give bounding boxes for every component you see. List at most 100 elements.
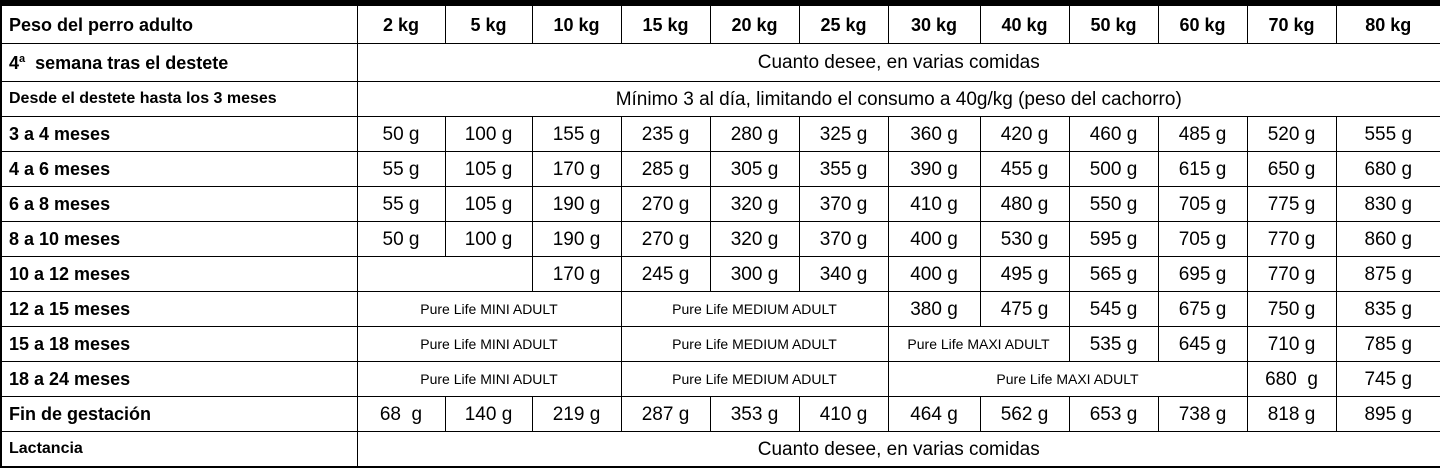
value-cell: 140 g	[444, 396, 533, 433]
product-cell: Pure Life MINI ADULT	[356, 326, 622, 363]
weight-header: 25 kg	[798, 4, 889, 45]
row-label: 4a semana tras el destete	[0, 43, 358, 83]
value-cell: 100 g	[444, 116, 533, 153]
table-row: 18 a 24 meses Pure Life MINI ADULT Pure …	[0, 361, 1440, 398]
value-cell: 285 g	[620, 151, 711, 188]
value-cell: 170 g	[531, 151, 622, 188]
row-label: 12 a 15 meses	[0, 291, 358, 328]
value-cell: 485 g	[1157, 116, 1248, 153]
value-cell: 480 g	[979, 186, 1070, 223]
row-label: Lactancia	[0, 431, 358, 468]
row-label: Desde el destete hasta los 3 meses	[0, 81, 358, 118]
value-cell: 565 g	[1068, 256, 1159, 293]
row-label: 8 a 10 meses	[0, 221, 358, 258]
value-cell: 595 g	[1068, 221, 1159, 258]
value-cell: 500 g	[1068, 151, 1159, 188]
value-cell: 550 g	[1068, 186, 1159, 223]
value-cell: 770 g	[1246, 256, 1337, 293]
table-row: 6 a 8 meses 55 g 105 g 190 g 270 g 320 g…	[0, 186, 1440, 223]
value-cell: 695 g	[1157, 256, 1248, 293]
value-cell: 555 g	[1335, 116, 1440, 153]
row-label: 10 a 12 meses	[0, 256, 358, 293]
value-cell: 675 g	[1157, 291, 1248, 328]
value-cell: 835 g	[1335, 291, 1440, 328]
value-cell: 705 g	[1157, 186, 1248, 223]
value-cell: 775 g	[1246, 186, 1337, 223]
spanning-text: Cuanto desee, en varias comidas	[356, 43, 1440, 83]
value-cell: 420 g	[979, 116, 1070, 153]
value-cell: 190 g	[531, 186, 622, 223]
value-cell: 710 g	[1246, 326, 1337, 363]
value-cell: 355 g	[798, 151, 889, 188]
week-label-text: semana tras el destete	[35, 52, 229, 73]
value-cell: 100 g	[444, 221, 533, 258]
value-cell: 300 g	[709, 256, 800, 293]
value-cell: 545 g	[1068, 291, 1159, 328]
value-cell: 460 g	[1068, 116, 1159, 153]
value-cell: 360 g	[887, 116, 981, 153]
row-label: 15 a 18 meses	[0, 326, 358, 363]
weight-header: 2 kg	[356, 4, 446, 45]
value-cell: 219 g	[531, 396, 622, 433]
value-cell: 520 g	[1246, 116, 1337, 153]
product-cell: Pure Life MEDIUM ADULT	[620, 361, 889, 398]
spanning-text: Mínimo 3 al día, limitando el consumo a …	[356, 81, 1440, 118]
value-cell: 530 g	[979, 221, 1070, 258]
value-cell: 55 g	[356, 186, 446, 223]
value-cell: 270 g	[620, 221, 711, 258]
row-label: 6 a 8 meses	[0, 186, 358, 223]
value-cell: 818 g	[1246, 396, 1337, 433]
table-row: Fin de gestación 68 g 140 g 219 g 287 g …	[0, 396, 1440, 433]
value-cell: 745 g	[1335, 361, 1440, 398]
row-label: 4 a 6 meses	[0, 151, 358, 188]
value-cell: 280 g	[709, 116, 800, 153]
weight-header: 10 kg	[531, 4, 622, 45]
ordinal-superscript: a	[19, 52, 26, 65]
value-cell: 680 g	[1335, 151, 1440, 188]
value-cell: 705 g	[1157, 221, 1248, 258]
table-row: 3 a 4 meses 50 g 100 g 155 g 235 g 280 g…	[0, 116, 1440, 153]
value-cell: 535 g	[1068, 326, 1159, 363]
value-cell: 455 g	[979, 151, 1070, 188]
value-cell: 400 g	[887, 221, 981, 258]
weight-header: 20 kg	[709, 4, 800, 45]
value-cell: 370 g	[798, 186, 889, 223]
value-cell: 562 g	[979, 396, 1070, 433]
value-cell: 305 g	[709, 151, 800, 188]
value-cell: 464 g	[887, 396, 981, 433]
value-cell: 410 g	[798, 396, 889, 433]
value-cell: 270 g	[620, 186, 711, 223]
product-cell: Pure Life MEDIUM ADULT	[620, 291, 889, 328]
value-cell: 105 g	[444, 186, 533, 223]
product-cell: Pure Life MAXI ADULT	[887, 361, 1248, 398]
table-row: Lactancia Cuanto desee, en varias comida…	[0, 431, 1440, 468]
weight-header: 15 kg	[620, 4, 711, 45]
value-cell: 390 g	[887, 151, 981, 188]
value-cell: 770 g	[1246, 221, 1337, 258]
value-cell: 650 g	[1246, 151, 1337, 188]
value-cell: 320 g	[709, 186, 800, 223]
row-label: Fin de gestación	[0, 396, 358, 433]
top-border	[0, 0, 1440, 5]
value-cell: 55 g	[356, 151, 446, 188]
value-cell: 68 g	[356, 396, 446, 433]
table-row: 12 a 15 meses Pure Life MINI ADULT Pure …	[0, 291, 1440, 328]
value-cell: 895 g	[1335, 396, 1440, 433]
value-cell: 325 g	[798, 116, 889, 153]
table-row: 10 a 12 meses 170 g 245 g 300 g 340 g 40…	[0, 256, 1440, 293]
value-cell: 50 g	[356, 221, 446, 258]
empty-cell	[356, 256, 533, 293]
product-cell: Pure Life MAXI ADULT	[887, 326, 1070, 363]
value-cell: 190 g	[531, 221, 622, 258]
table-row: 4a semana tras el destete Cuanto desee, …	[0, 43, 1440, 83]
value-cell: 785 g	[1335, 326, 1440, 363]
value-cell: 245 g	[620, 256, 711, 293]
table-row: 4 a 6 meses 55 g 105 g 170 g 285 g 305 g…	[0, 151, 1440, 188]
value-cell: 155 g	[531, 116, 622, 153]
value-cell: 495 g	[979, 256, 1070, 293]
product-cell: Pure Life MEDIUM ADULT	[620, 326, 889, 363]
value-cell: 320 g	[709, 221, 800, 258]
table-row: 15 a 18 meses Pure Life MINI ADULT Pure …	[0, 326, 1440, 363]
value-cell: 380 g	[887, 291, 981, 328]
value-cell: 170 g	[531, 256, 622, 293]
